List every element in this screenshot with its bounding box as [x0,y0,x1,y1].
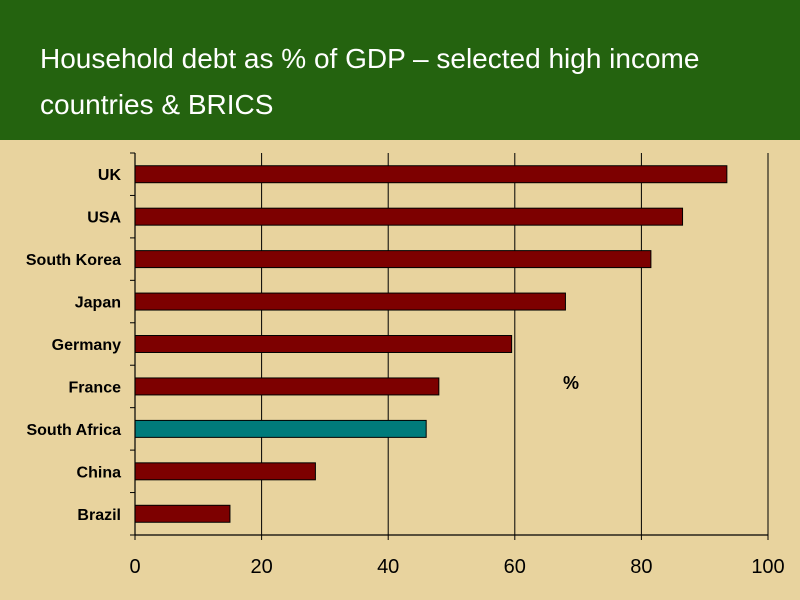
category-label: France [69,379,122,396]
bar [134,292,566,311]
unit-annotation: % [563,373,579,393]
x-tick-label: 60 [504,556,526,578]
category-label: UK [98,167,122,184]
category-labels: UK USA South Korea Japan Germany France South … [26,167,122,524]
x-tick-label: 100 [751,556,784,578]
x-tick-label: 0 [129,556,140,578]
bar [134,207,684,226]
chart-title: Household debt as % of GDP – selected hi… [40,43,700,120]
category-label: South Africa [26,422,121,439]
bar-chart: UK USA South Korea Japan Germany France South … [26,152,785,578]
category-label: Japan [75,295,121,312]
bar [134,250,652,269]
category-label: South Korea [26,252,121,269]
bar [134,462,316,481]
category-label: USA [87,210,121,227]
category-label: China [77,464,122,481]
category-label: Brazil [77,507,121,524]
bar [134,377,440,396]
axes [130,152,769,540]
bars [134,165,728,523]
title-banner: Household debt as % of GDP – selected hi… [0,0,800,140]
x-tick-label: 20 [250,556,272,578]
bar [134,335,513,353]
bar [134,419,427,438]
tick-labels: 0 20 40 60 80 100 [129,556,784,578]
x-tick-label: 80 [630,556,652,578]
bar [134,504,231,523]
bar [134,165,728,184]
x-tick-label: 40 [377,556,399,578]
category-label: Germany [52,337,121,354]
